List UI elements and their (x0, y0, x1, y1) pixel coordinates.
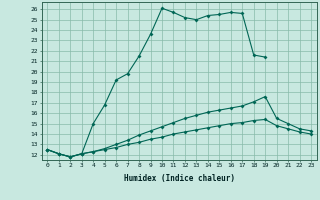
X-axis label: Humidex (Indice chaleur): Humidex (Indice chaleur) (124, 174, 235, 183)
